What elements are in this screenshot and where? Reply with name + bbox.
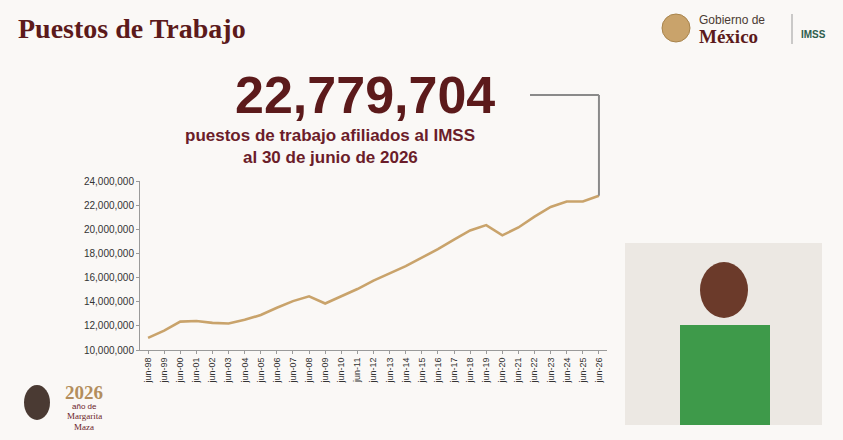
svg-text:18,000,000: 18,000,000 — [84, 248, 134, 259]
svg-text:jun-02: jun-02 — [207, 358, 217, 384]
svg-text:24,000,000: 24,000,000 — [84, 176, 134, 187]
svg-text:jun-24: jun-24 — [562, 358, 572, 384]
svg-text:al 30 de junio de 2026: al 30 de junio de 2026 — [243, 148, 418, 167]
svg-text:Gobierno de: Gobierno de — [699, 13, 765, 27]
svg-text:14,000,000: 14,000,000 — [84, 296, 134, 307]
svg-text:México: México — [699, 26, 758, 47]
svg-text:jun-04: jun-04 — [240, 358, 250, 384]
svg-text:22,779,704: 22,779,704 — [235, 66, 495, 124]
svg-text:jun-23: jun-23 — [546, 358, 556, 384]
svg-text:jun-11: jun-11 — [352, 358, 362, 383]
svg-text:jun-09: jun-09 — [320, 358, 330, 384]
svg-text:jun-20: jun-20 — [497, 358, 507, 384]
svg-text:jun-06: jun-06 — [272, 358, 282, 384]
svg-text:12,000,000: 12,000,000 — [84, 320, 134, 331]
svg-text:jun-25: jun-25 — [578, 358, 588, 384]
svg-text:jun-99: jun-99 — [159, 358, 169, 384]
svg-text:jun-19: jun-19 — [481, 358, 491, 384]
svg-text:jun-14: jun-14 — [401, 358, 411, 384]
svg-text:jun-12: jun-12 — [368, 358, 378, 384]
svg-text:jun-21: jun-21 — [513, 358, 523, 384]
svg-text:22,000,000: 22,000,000 — [84, 200, 134, 211]
svg-text:jun-01: jun-01 — [191, 358, 201, 384]
svg-text:Puestos de Trabajo: Puestos de Trabajo — [18, 13, 246, 44]
svg-text:jun-98: jun-98 — [143, 358, 153, 384]
svg-text:Margarita: Margarita — [67, 411, 102, 421]
svg-text:20,000,000: 20,000,000 — [84, 224, 134, 235]
svg-text:puestos de trabajo afiliados a: puestos de trabajo afiliados al IMSS — [185, 126, 475, 145]
svg-text:jun-16: jun-16 — [433, 358, 443, 384]
svg-text:Maza: Maza — [74, 422, 94, 432]
svg-text:jun-22: jun-22 — [529, 358, 539, 384]
svg-text:jun-08: jun-08 — [304, 358, 314, 384]
svg-text:10,000,000: 10,000,000 — [84, 345, 134, 356]
svg-text:jun-03: jun-03 — [223, 358, 233, 384]
svg-text:año de: año de — [72, 402, 97, 411]
svg-text:jun-05: jun-05 — [256, 358, 266, 384]
svg-text:jun-00: jun-00 — [175, 358, 185, 384]
svg-text:jun-15: jun-15 — [417, 358, 427, 384]
svg-text:2026: 2026 — [65, 382, 103, 403]
svg-text:IMSS: IMSS — [801, 29, 826, 40]
svg-text:jun-07: jun-07 — [288, 358, 298, 384]
svg-text:16,000,000: 16,000,000 — [84, 272, 134, 283]
svg-text:jun-17: jun-17 — [449, 358, 459, 384]
svg-text:jun-10: jun-10 — [336, 358, 346, 384]
svg-text:jun-26: jun-26 — [594, 358, 604, 384]
svg-text:jun-18: jun-18 — [465, 358, 475, 384]
svg-text:jun-13: jun-13 — [385, 358, 395, 384]
